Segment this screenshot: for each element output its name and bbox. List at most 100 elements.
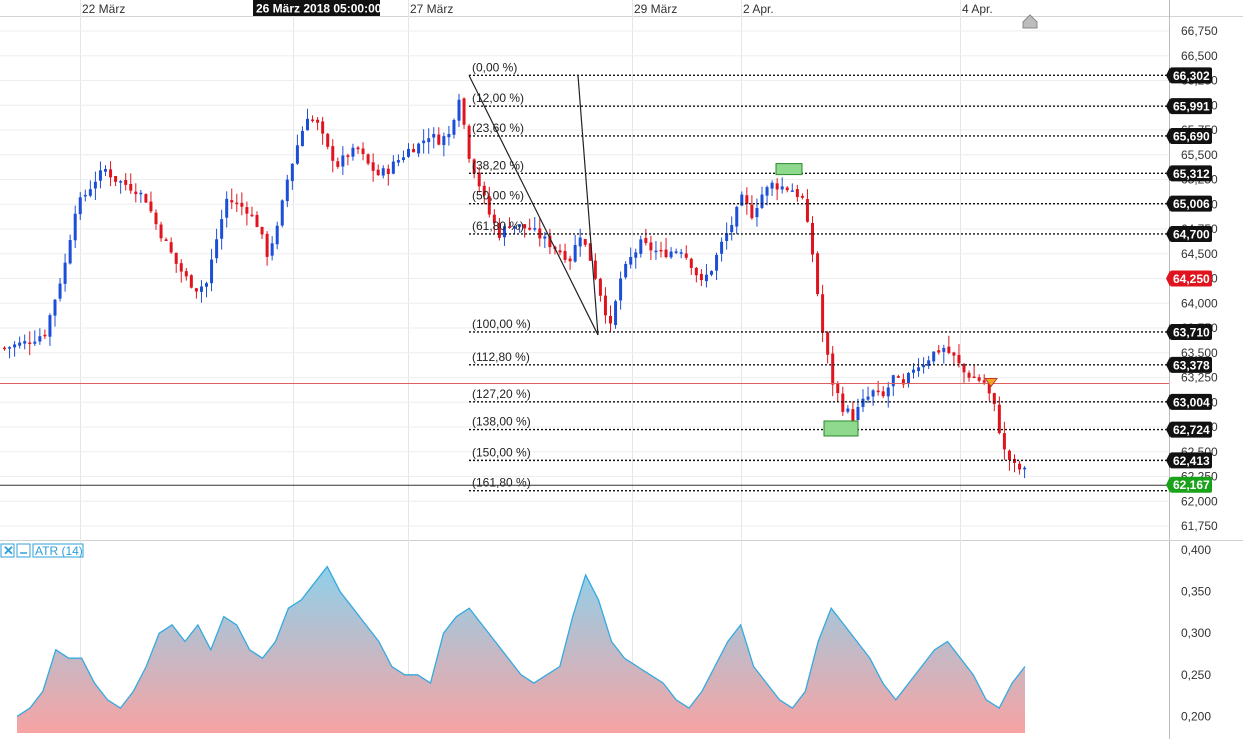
- candle-body: [538, 228, 542, 239]
- candle-body: [548, 235, 552, 248]
- date-label: 22 März: [82, 2, 125, 16]
- fib-anchor-line: [468, 75, 599, 336]
- candle-body: [381, 168, 385, 176]
- candle-body: [194, 288, 198, 292]
- atr-collapse-button[interactable]: [16, 543, 31, 558]
- date-label: 4 Apr.: [962, 2, 993, 16]
- fib-price-tag-pointer: [1166, 98, 1170, 115]
- candle-body: [38, 336, 42, 342]
- candle-body: [543, 236, 547, 239]
- candle-body: [366, 154, 370, 164]
- candle-body: [770, 182, 774, 189]
- candle-body: [356, 147, 360, 150]
- alert-triangle-icon[interactable]: [984, 377, 998, 388]
- candle-body: [831, 353, 835, 385]
- date-axis: 22 März 27 März 29 März 2 Apr. 4 Apr. 26 März…: [82, 0, 1038, 29]
- candle-body: [760, 194, 764, 208]
- atr-tick-label: 0,350: [1181, 585, 1211, 599]
- candle-body: [826, 332, 830, 355]
- candle-body: [447, 134, 451, 138]
- fib-price-tag-text: 65,312: [1173, 167, 1210, 181]
- candle-body: [179, 263, 183, 272]
- candle-body: [523, 224, 527, 229]
- candle-body: [664, 249, 668, 258]
- candle-body: [992, 393, 996, 404]
- fib-price-tag-pointer: [1166, 356, 1170, 373]
- fib-price-tag-pointer: [1166, 393, 1170, 410]
- candle-body: [427, 138, 431, 143]
- candle-body: [422, 140, 426, 144]
- candle-body: [649, 242, 653, 251]
- candle-body: [942, 348, 946, 352]
- fib-price-tag-text: 65,006: [1173, 197, 1210, 211]
- candle-body: [730, 225, 734, 233]
- fib-price-tag-text: 62,724: [1173, 423, 1210, 437]
- candle-body: [861, 398, 865, 407]
- candle-body: [250, 214, 254, 217]
- fib-price-tag-text: 65,690: [1173, 129, 1210, 143]
- candle-body: [846, 408, 850, 412]
- candle-body: [215, 239, 219, 259]
- candle-body: [644, 237, 648, 244]
- candle-body: [225, 198, 229, 218]
- candle-body: [735, 206, 739, 227]
- signal-box-bottom[interactable]: [823, 420, 859, 437]
- fib-price-tag-box: [1170, 421, 1212, 438]
- candle-body: [48, 315, 52, 337]
- current-price-tag-pointer: [1166, 476, 1170, 493]
- fib-level-label: (150,00 %): [472, 445, 531, 459]
- candle-body: [321, 121, 325, 134]
- candle-body: [437, 134, 441, 145]
- fib-level-label: (138,00 %): [472, 415, 531, 429]
- atr-close-button[interactable]: [0, 543, 15, 558]
- price-tick-label: 66,750: [1181, 24, 1218, 38]
- fib-price-tag-text: 64,700: [1173, 227, 1210, 241]
- candle-body: [270, 243, 274, 256]
- candle-body: [583, 239, 587, 245]
- fib-level-label: (38,20 %): [472, 158, 524, 172]
- candle-body: [290, 163, 294, 182]
- fib-price-tag-text: 63,004: [1173, 395, 1210, 409]
- crosshair-date-label: 26 März 2018 05:00:00: [256, 2, 382, 16]
- candle-body: [513, 226, 517, 229]
- candle-body: [710, 271, 713, 275]
- atr-tick-label: 0,250: [1181, 668, 1211, 682]
- candle-body: [13, 344, 17, 348]
- fib-price-tag-box: [1170, 356, 1212, 373]
- last-price-tag-text: 64,250: [1173, 272, 1210, 286]
- candle-body: [871, 390, 875, 397]
- candle-body: [821, 294, 825, 333]
- candle-body: [432, 133, 436, 138]
- fibonacci-levels: (0,00 %) (12,00 %) (23,60 %) (38,20 %) (50,0…: [468, 60, 1169, 492]
- candle-body: [129, 184, 133, 191]
- candle-body: [816, 253, 820, 295]
- candle-body: [255, 214, 259, 228]
- fib-price-tag-text: 63,378: [1173, 358, 1210, 372]
- candle-body: [3, 347, 6, 350]
- candle-body: [412, 148, 416, 153]
- last-price-tag-box: [1170, 270, 1212, 287]
- candle-body: [351, 147, 355, 157]
- close-icon: ✕: [3, 543, 14, 558]
- candle-body: [952, 352, 956, 356]
- candle-body: [477, 172, 481, 187]
- fib-price-tag-box: [1170, 225, 1212, 242]
- candles: [3, 93, 1027, 479]
- fib-price-tag-box: [1170, 127, 1212, 144]
- candle-body: [876, 390, 880, 393]
- candle-body: [634, 252, 638, 258]
- atr-panel: 0,400 0,350 0,300 0,250 0,200 ✕ ATR (14): [0, 543, 1211, 733]
- candle-body: [83, 194, 87, 197]
- candle-body: [376, 169, 380, 176]
- price-tick-label: 65,500: [1181, 148, 1218, 162]
- candle-body: [851, 409, 855, 421]
- candle-body: [104, 169, 107, 172]
- scroll-marker-icon[interactable]: [1022, 14, 1038, 29]
- atr-legend-box[interactable]: [32, 543, 84, 558]
- candle-body: [720, 241, 724, 254]
- candle-body: [533, 228, 537, 230]
- signal-box-top[interactable]: [775, 163, 803, 176]
- candle-body: [886, 387, 890, 397]
- candle-body: [144, 194, 148, 203]
